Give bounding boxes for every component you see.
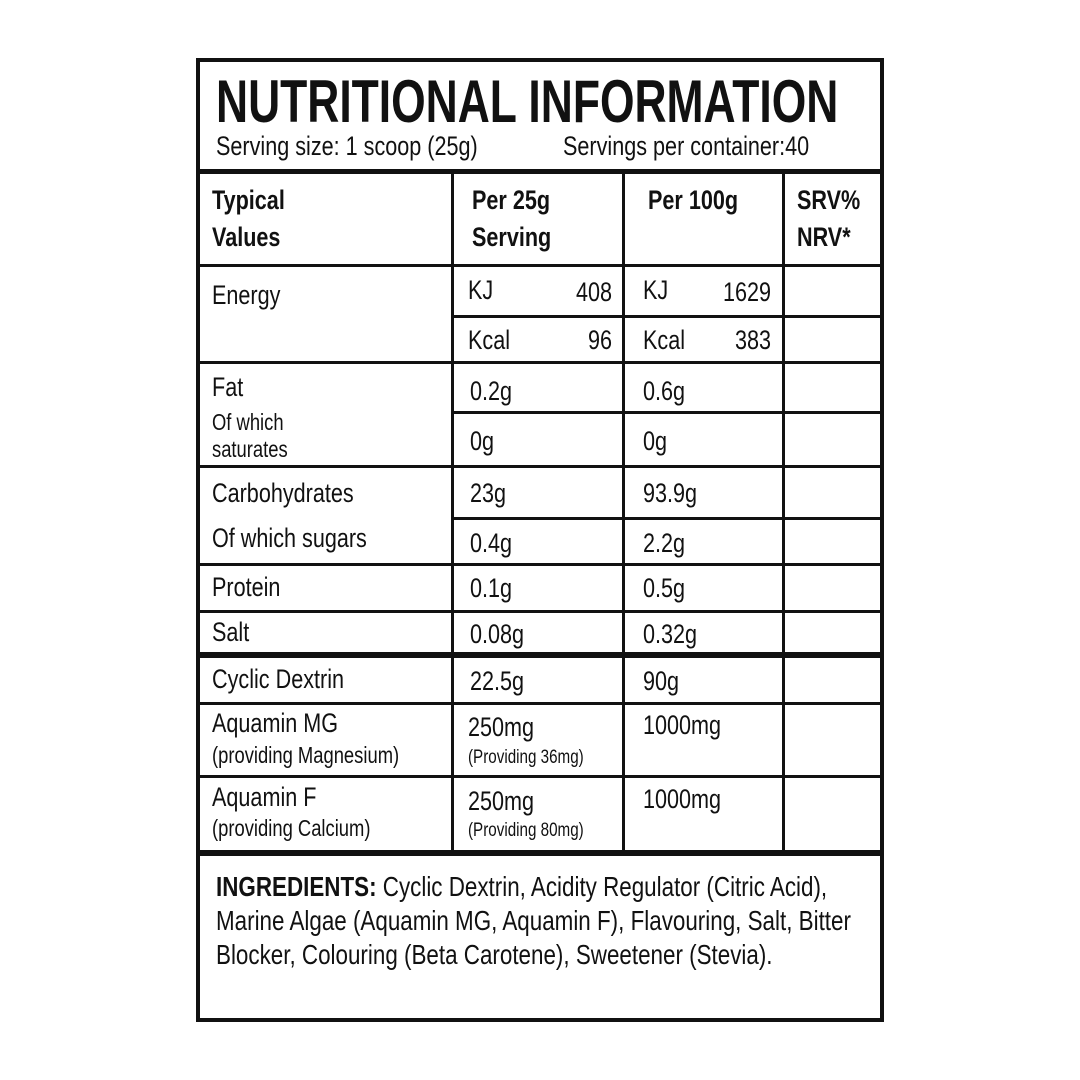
divider <box>196 361 884 364</box>
saturates-label: saturates <box>212 436 288 462</box>
divider <box>196 465 884 468</box>
aquamin-f-sub: (providing Calcium) <box>212 815 371 841</box>
divider <box>196 264 884 267</box>
aquamin-mg-label: Aquamin MG <box>212 708 339 738</box>
kcal-serving: 96 <box>587 325 612 355</box>
header-per-100g: Per 100g <box>648 185 739 215</box>
header-typical: Typical <box>212 185 285 215</box>
divider <box>196 563 884 566</box>
carbs-label: Carbohydrates <box>212 478 354 508</box>
aquamin-mg-sub: (providing Magnesium) <box>212 742 400 768</box>
protein-serving: 0.1g <box>470 573 513 603</box>
kcal-100g: 383 <box>734 325 771 355</box>
divider <box>452 315 884 318</box>
column-divider <box>782 172 785 852</box>
kj-100g: 1629 <box>722 277 771 307</box>
fat-label: Fat <box>212 372 244 402</box>
aquamin-mg-100g: 1000mg <box>643 710 722 740</box>
salt-100g: 0.32g <box>643 619 698 649</box>
header-srv: SRV% <box>797 185 861 215</box>
column-divider <box>451 172 454 852</box>
aquamin-f-serving: 250mg <box>468 786 535 816</box>
divider <box>196 610 884 613</box>
sugars-100g: 2.2g <box>643 528 686 558</box>
cyclic-serving: 22.5g <box>470 666 525 696</box>
ingredients: INGREDIENTS: Cyclic Dextrin, Acidity Reg… <box>216 870 856 972</box>
servings-per-container: Servings per container:40 <box>563 131 810 161</box>
header-values: Values <box>212 222 281 252</box>
carbs-serving: 23g <box>470 478 507 508</box>
divider <box>452 517 884 520</box>
cyclic-100g: 90g <box>643 666 680 696</box>
aquamin-mg-serving-sub: (Providing 36mg) <box>468 747 584 768</box>
kcal-label: Kcal <box>643 325 686 355</box>
divider <box>196 775 884 778</box>
kcal-label: Kcal <box>468 325 511 355</box>
divider <box>196 702 884 705</box>
divider <box>196 850 884 856</box>
header-per-serving: Per 25g <box>472 185 551 215</box>
saturates-100g: 0g <box>643 426 668 456</box>
sugars-label: Of which sugars <box>212 523 367 553</box>
divider <box>196 169 884 174</box>
sugars-serving: 0.4g <box>470 528 513 558</box>
saturates-serving: 0g <box>470 426 495 456</box>
divider <box>452 411 884 414</box>
ingredients-text: Cyclic Dextrin, Acidity Regulator (Citri… <box>216 871 851 970</box>
page-title: NUTRITIONAL INFORMATION <box>216 68 839 135</box>
salt-label: Salt <box>212 617 250 647</box>
aquamin-f-label: Aquamin F <box>212 782 317 812</box>
aquamin-mg-serving: 250mg <box>468 712 535 742</box>
ingredients-label: INGREDIENTS: <box>216 871 377 902</box>
aquamin-f-100g: 1000mg <box>643 784 722 814</box>
column-divider <box>622 172 625 852</box>
carbs-100g: 93.9g <box>643 478 698 508</box>
energy-label: Energy <box>212 280 281 310</box>
divider <box>196 652 884 658</box>
fat-100g: 0.6g <box>643 376 686 406</box>
header-nrv: NRV* <box>797 222 851 252</box>
salt-serving: 0.08g <box>470 619 525 649</box>
protein-100g: 0.5g <box>643 573 686 603</box>
aquamin-f-serving-sub: (Providing 80mg) <box>468 820 584 841</box>
fat-serving: 0.2g <box>470 376 513 406</box>
serving-size: Serving size: 1 scoop (25g) <box>216 131 478 161</box>
nutrition-label <box>196 58 884 1022</box>
kj-serving: 408 <box>575 277 612 307</box>
cyclic-label: Cyclic Dextrin <box>212 664 345 694</box>
saturates-label: Of which <box>212 409 284 435</box>
kj-label: KJ <box>643 275 669 305</box>
kj-label: KJ <box>468 275 494 305</box>
protein-label: Protein <box>212 572 281 602</box>
header-serving: Serving <box>472 222 552 252</box>
